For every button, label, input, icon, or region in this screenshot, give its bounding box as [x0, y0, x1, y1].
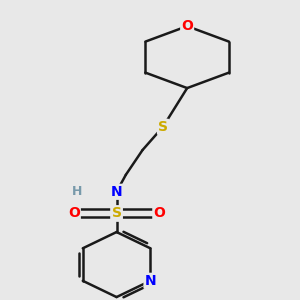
Text: O: O — [68, 206, 80, 220]
Text: S: S — [112, 206, 122, 220]
Text: S: S — [158, 120, 168, 134]
Text: O: O — [153, 206, 165, 220]
Text: O: O — [181, 19, 193, 33]
Text: N: N — [145, 274, 156, 288]
Text: H: H — [72, 185, 83, 198]
Text: N: N — [111, 185, 122, 199]
